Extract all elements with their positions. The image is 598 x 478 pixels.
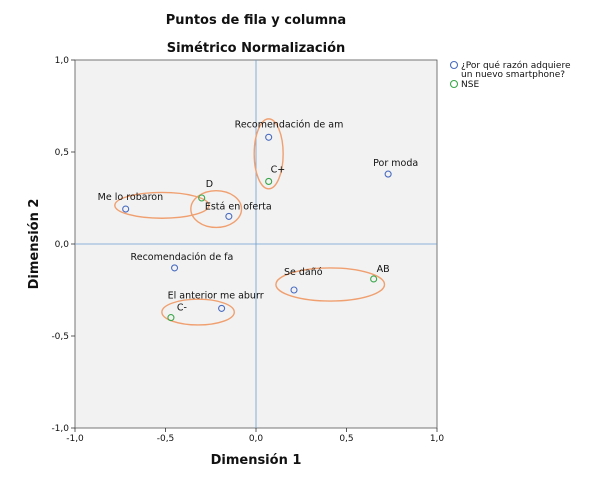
column-point-marker <box>265 177 273 185</box>
legend-marker <box>449 79 459 89</box>
column-point-marker <box>370 275 378 283</box>
row-point-marker <box>384 170 392 178</box>
point-label: Me lo robaron <box>98 192 163 203</box>
point-labels: Recomendación de am Por moda Me lo robaron… <box>98 119 418 313</box>
y-tick-label: 1,0 <box>55 56 70 66</box>
point-label: D <box>206 179 213 190</box>
row-point-marker <box>225 212 233 220</box>
chart-title: Puntos de fila y columna <box>166 13 346 28</box>
highlight-ellipse <box>253 118 284 190</box>
y-tick-label: 0,5 <box>55 148 69 158</box>
y-tick-label: -0,5 <box>51 332 69 342</box>
x-tick-label: 1,0 <box>430 434 445 444</box>
column-point-marker <box>198 194 206 202</box>
row-point-marker <box>122 205 130 213</box>
row-point-marker <box>290 286 298 294</box>
point-label: C+ <box>271 164 286 175</box>
highlight-ellipse <box>114 191 210 219</box>
y-axis-label: Dimensión 2 <box>27 199 42 290</box>
axis-ticks: -1,0 -0,5 0,0 0,5 1,0 1,0 0,5 0,0 -0,5 -1,0 <box>51 56 444 444</box>
point-label: Se dañó <box>284 267 323 278</box>
chart-subtitle: Simétrico Normalización <box>167 41 346 56</box>
legend-label: ¿Por qué razón adquiere <box>461 60 571 71</box>
legend-label: un nuevo smartphone? <box>461 70 565 80</box>
highlight-ellipse <box>275 267 386 302</box>
y-tick-label: 0,0 <box>55 240 70 250</box>
point-label: AB <box>377 264 390 275</box>
legend-marker <box>449 60 459 70</box>
x-tick-label: 0,5 <box>339 434 353 444</box>
row-point-marker <box>171 264 179 272</box>
point-label: Está en oferta <box>205 201 272 212</box>
highlight-ellipses <box>114 118 386 326</box>
data-points <box>122 133 392 322</box>
column-point-marker <box>167 314 175 322</box>
point-label: C- <box>177 303 187 314</box>
point-label: Recomendación de am <box>235 119 344 130</box>
highlight-ellipse <box>161 298 235 326</box>
point-label: Recomendación de fa <box>131 252 234 263</box>
x-tick-label: -1,0 <box>66 434 84 444</box>
x-tick-label: 0,0 <box>249 434 264 444</box>
row-point-marker <box>218 304 226 312</box>
point-label: El anterior me aburr <box>168 290 264 301</box>
legend-label: NSE <box>461 80 479 90</box>
point-label: Por moda <box>373 158 418 169</box>
row-point-marker <box>265 133 273 141</box>
reference-lines <box>75 60 437 428</box>
x-tick-label: -0,5 <box>157 434 175 444</box>
x-axis-label: Dimensión 1 <box>211 453 302 468</box>
y-tick-label: -1,0 <box>51 424 69 434</box>
highlight-ellipse <box>190 189 243 229</box>
